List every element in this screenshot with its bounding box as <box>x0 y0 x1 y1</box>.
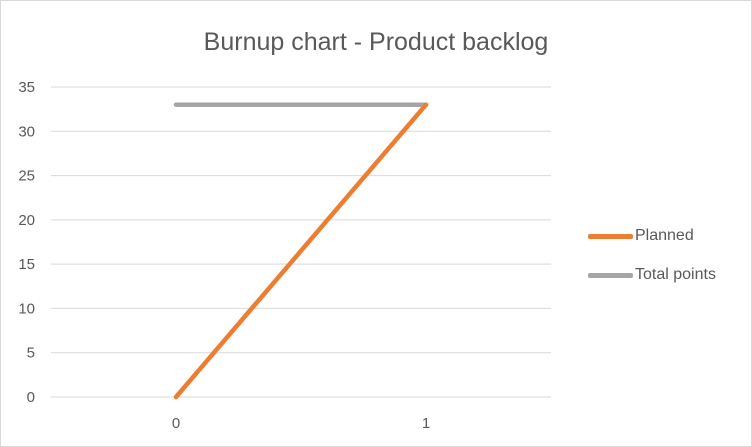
y-tick-label-10: 10 <box>18 300 35 317</box>
legend-item-planned: Planned <box>588 223 716 249</box>
legend-swatch-total-points <box>588 272 633 278</box>
legend-label-total-points: Total points <box>635 266 716 283</box>
y-tick-label-0: 0 <box>27 389 35 406</box>
legend-label-planned: Planned <box>635 227 694 244</box>
y-tick-label-20: 20 <box>18 212 35 229</box>
y-tick-label-5: 5 <box>27 345 35 362</box>
x-tick-label-1: 1 <box>422 415 430 432</box>
legend: Planned Total points <box>588 223 716 301</box>
y-tick-label-30: 30 <box>18 123 35 140</box>
y-tick-label-25: 25 <box>18 168 35 185</box>
series-line-planned <box>173 102 429 400</box>
chart-title: Burnup chart - Product backlog <box>203 28 549 56</box>
legend-item-total-points: Total points <box>588 262 716 288</box>
x-tick-label-0: 0 <box>172 415 180 432</box>
y-tick-label-35: 35 <box>18 79 35 96</box>
legend-swatch-planned <box>588 233 633 239</box>
y-tick-label-15: 15 <box>18 256 35 273</box>
